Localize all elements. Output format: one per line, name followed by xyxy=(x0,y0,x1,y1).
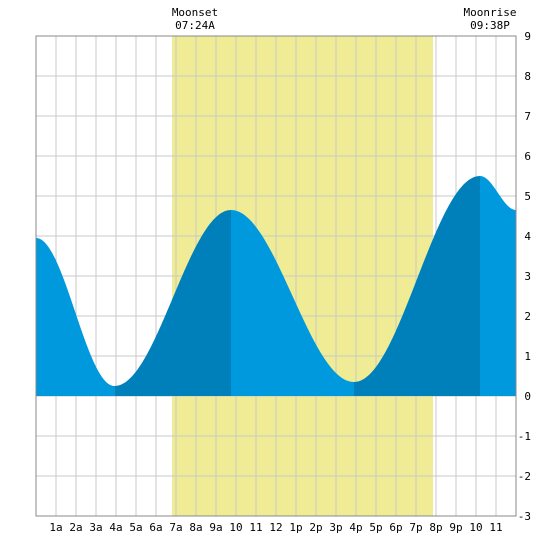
x-tick-label: 2a xyxy=(69,521,82,534)
x-tick-label: 1a xyxy=(49,521,62,534)
y-tick-label: 6 xyxy=(524,150,531,163)
y-tick-label: 7 xyxy=(524,110,531,123)
moonset-time: 07:24A xyxy=(175,19,215,32)
tide-area-light xyxy=(36,238,115,396)
x-tick-label: 9p xyxy=(449,521,462,534)
y-tick-label: 0 xyxy=(524,390,531,403)
x-tick-label: 10 xyxy=(229,521,242,534)
tide-area-dark xyxy=(114,210,231,396)
moonrise-time: 09:38P xyxy=(470,19,510,32)
x-tick-label: 5a xyxy=(129,521,142,534)
x-tick-label: 4p xyxy=(349,521,362,534)
y-tick-label: 2 xyxy=(524,310,531,323)
x-tick-label: 8a xyxy=(189,521,202,534)
x-tick-label: 1p xyxy=(289,521,302,534)
x-tick-label: 6a xyxy=(149,521,162,534)
plot-frame xyxy=(35,35,517,517)
moonset-label: Moonset xyxy=(172,6,218,19)
x-tick-label: 6p xyxy=(389,521,402,534)
y-tick-label: 9 xyxy=(524,30,531,43)
y-tick-label: 3 xyxy=(524,270,531,283)
y-tick-label: -3 xyxy=(518,510,531,523)
y-tick-label: -1 xyxy=(518,430,531,443)
tide-area-light xyxy=(231,210,354,396)
moonrise-label: Moonrise xyxy=(464,6,517,19)
y-tick-label: 8 xyxy=(524,70,531,83)
x-tick-label: 3a xyxy=(89,521,102,534)
x-tick-label: 8p xyxy=(429,521,442,534)
x-tick-label: 5p xyxy=(369,521,382,534)
y-tick-label: -2 xyxy=(518,470,531,483)
x-tick-label: 4a xyxy=(109,521,122,534)
x-tick-label: 11 xyxy=(249,521,262,534)
x-tick-label: 3p xyxy=(329,521,342,534)
x-tick-label: 12 xyxy=(269,521,282,534)
x-tick-label: 7p xyxy=(409,521,422,534)
y-tick-label: 5 xyxy=(524,190,531,203)
tide-area-light xyxy=(480,176,516,396)
x-tick-label: 2p xyxy=(309,521,322,534)
x-tick-label: 10 xyxy=(469,521,482,534)
x-tick-label: 9a xyxy=(209,521,222,534)
x-tick-label: 7a xyxy=(169,521,182,534)
tide-area-dark xyxy=(354,176,480,396)
y-tick-label: 4 xyxy=(524,230,531,243)
y-tick-label: 1 xyxy=(524,350,531,363)
x-tick-label: 11 xyxy=(489,521,502,534)
